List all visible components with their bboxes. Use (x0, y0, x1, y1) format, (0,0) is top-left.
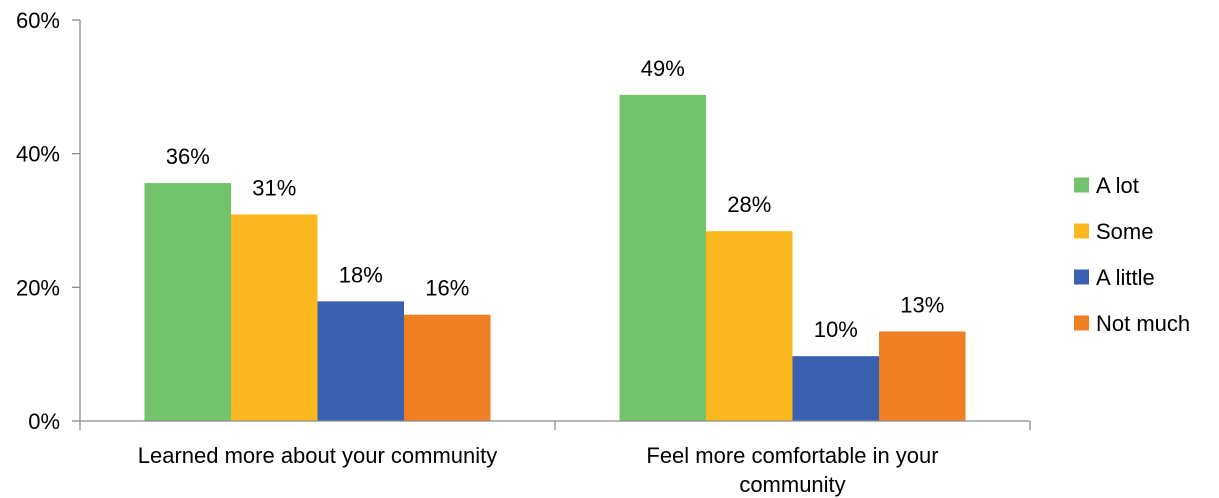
legend-swatch (1074, 315, 1089, 331)
bar-a-lot (144, 183, 231, 421)
y-tick-label: 20% (16, 275, 60, 300)
legend-swatch (1074, 269, 1089, 285)
data-label: 28% (727, 192, 771, 217)
bar-a-little (317, 301, 404, 421)
y-tick-label: 60% (16, 8, 60, 33)
bar-some (231, 214, 318, 421)
x-category-label: community (739, 472, 845, 497)
bars (144, 94, 966, 421)
legend-label: A lot (1096, 173, 1139, 198)
x-axis: Learned more about your community Feel mo… (79, 420, 1031, 497)
legend-swatch (1074, 223, 1089, 239)
y-axis: 0% 20% 40% 60% (16, 8, 81, 434)
x-category-label: Feel more comfortable in your (646, 443, 938, 468)
data-label: 13% (900, 292, 944, 317)
legend: A lot Some A little Not much (1074, 173, 1190, 336)
bar-a-lot (619, 94, 706, 421)
data-labels: 36% 31% 18% 16% 49% 28% 10% 13% (166, 56, 945, 342)
x-category-label: Learned more about your community (138, 443, 498, 468)
data-label: 49% (641, 56, 685, 81)
data-label: 10% (814, 317, 858, 342)
bar-not-much (879, 331, 966, 421)
data-label: 31% (252, 175, 296, 200)
legend-label: Not much (1096, 311, 1190, 336)
legend-swatch (1074, 177, 1089, 193)
y-tick-label: 0% (28, 409, 60, 434)
data-label: 16% (425, 276, 469, 301)
y-tick-label: 40% (16, 142, 60, 167)
bar-some (706, 231, 793, 421)
legend-label: Some (1096, 219, 1153, 244)
legend-label: A little (1096, 265, 1155, 290)
data-label: 36% (166, 144, 210, 169)
bar-not-much (404, 314, 491, 421)
bar-a-little (792, 356, 879, 421)
data-label: 18% (339, 262, 383, 287)
